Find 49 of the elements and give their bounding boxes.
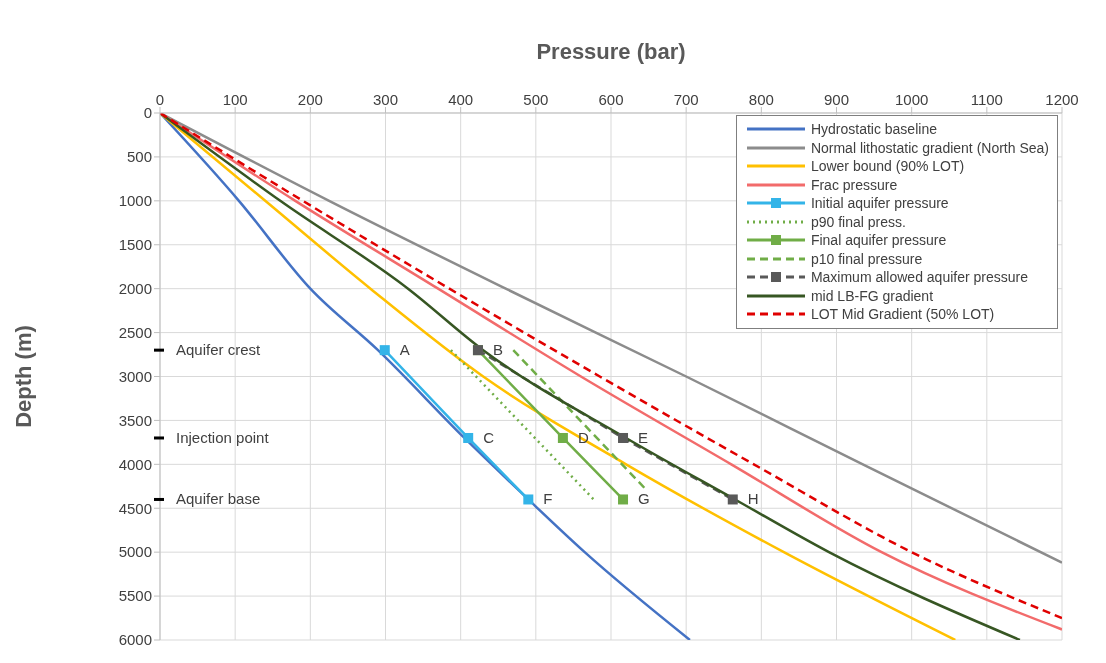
annotation: E	[638, 428, 649, 446]
y-tick-label: 4000	[118, 455, 152, 473]
y-tick-label: 1000	[118, 192, 152, 210]
legend-label: Normal lithostatic gradient (North Sea)	[810, 138, 1049, 157]
x-tick-label: 900	[823, 91, 850, 108]
annotation: C	[483, 428, 495, 446]
x-tick-label: 1000	[894, 91, 929, 108]
x-tick-label: 200	[297, 91, 323, 108]
annotation: A	[399, 341, 410, 359]
legend-label: Frac pressure	[810, 175, 898, 194]
legend-label: Maximum allowed aquifer pressure	[810, 268, 1028, 287]
x-tick-label: 0	[155, 91, 165, 108]
legend-label: p10 final pressure	[810, 249, 923, 268]
x-tick-label: 500	[523, 91, 549, 108]
legend-label: p90 final press.	[810, 212, 906, 231]
x-tick-label: 700	[673, 91, 699, 108]
y-tick-label: 2000	[118, 279, 152, 297]
legend-label: Lower bound (90% LOT)	[810, 157, 965, 176]
annotation: B	[492, 341, 503, 359]
annotation: Aquifer base	[176, 490, 261, 508]
x-tick-label: 1100	[970, 91, 1003, 108]
x-tick-label: 1200	[1045, 91, 1079, 108]
y-tick-label: 4500	[118, 499, 152, 517]
y-tick-label: 2500	[118, 323, 152, 341]
y-tick-label: 3000	[118, 367, 152, 385]
x-tick-label: 800	[748, 91, 774, 108]
y-tick-label: 0	[143, 104, 152, 122]
x-tick-label: 600	[598, 91, 624, 108]
y-tick-label: 3500	[118, 411, 152, 429]
y-tick-label: 6000	[118, 631, 152, 649]
annotation: H	[747, 490, 759, 508]
x-tick-label: 300	[372, 91, 399, 108]
annotation: Injection point	[176, 428, 270, 446]
annotation: Aquifer crest	[176, 341, 262, 359]
annotation: G	[638, 490, 650, 508]
legend-label: LOT Mid Gradient (50% LOT)	[810, 305, 995, 324]
legend-label: mid LB-FG gradient	[810, 286, 934, 305]
x-tick-label: 100	[222, 91, 248, 108]
legend-label: Final aquifer pressure	[810, 231, 947, 250]
y-axis-title: Depth (m)	[10, 325, 36, 428]
x-tick-label: 400	[448, 91, 474, 108]
legend-label: Hydrostatic baseline	[810, 120, 937, 139]
x-axis-title: Pressure (bar)	[536, 38, 686, 64]
y-tick-label: 1500	[118, 236, 152, 254]
annotation: F	[543, 490, 553, 508]
y-tick-label: 500	[126, 148, 152, 166]
legend-label: Initial aquifer pressure	[810, 194, 949, 213]
y-tick-label: 5500	[118, 587, 152, 605]
y-tick-label: 5000	[118, 543, 152, 561]
